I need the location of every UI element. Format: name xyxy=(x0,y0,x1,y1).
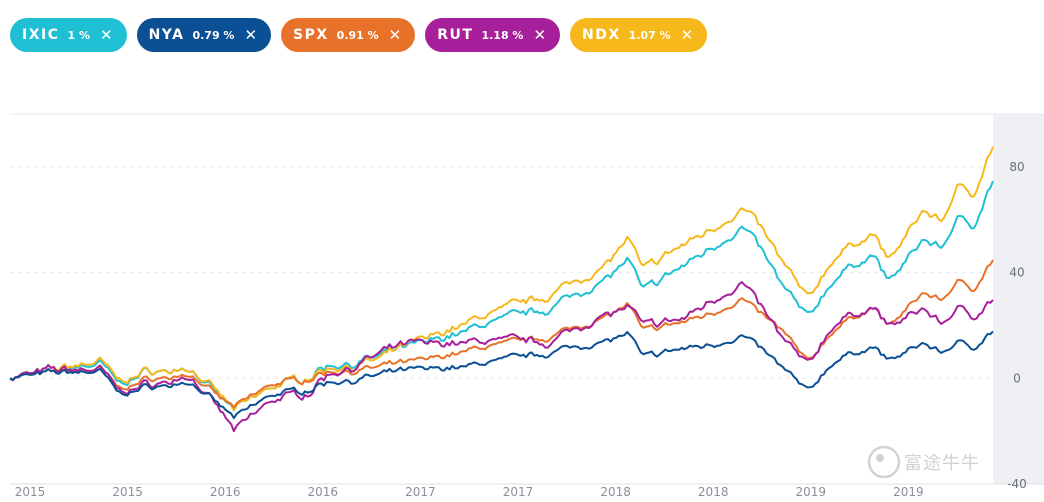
index-chip-bar: IXIC 1 % ✕ NYA 0.79 % ✕ SPX 0.91 % ✕ RUT 1.18 % ✕ ND… xyxy=(10,18,708,52)
x-tick-label: 2015 xyxy=(15,485,46,499)
chip-symbol: RUT xyxy=(437,27,474,43)
x-tick-label: 2017 xyxy=(405,485,436,499)
close-icon[interactable]: ✕ xyxy=(244,25,258,44)
watermark-logo-icon xyxy=(867,445,901,479)
x-tick-label: 2019 xyxy=(893,485,924,499)
series-line-ndx xyxy=(9,146,994,412)
x-tick-label: 2016 xyxy=(210,485,241,499)
y-tick-label: 80 xyxy=(1009,160,1024,174)
chip-symbol: SPX xyxy=(293,27,329,43)
chip-percent: 0.79 % xyxy=(192,28,235,42)
watermark: 富途牛牛 xyxy=(867,445,980,479)
x-tick-label: 2016 xyxy=(308,485,339,499)
x-axis: 2015 2015 2016 2016 2017 2017 2018 2018 2019 2019 xyxy=(15,485,924,499)
series-lines xyxy=(9,146,994,433)
chip-percent: 1.18 % xyxy=(481,28,524,42)
y-tick-label: 0 xyxy=(1013,371,1021,385)
x-tick-label: 2015 xyxy=(112,485,143,499)
series-line-rut xyxy=(9,281,994,433)
gridlines xyxy=(10,113,1044,485)
x-tick-label: 2019 xyxy=(796,485,827,499)
index-chip-ndx[interactable]: NDX 1.07 % ✕ xyxy=(570,18,708,52)
series-line-ixic xyxy=(9,180,994,412)
chip-percent: 0.91 % xyxy=(336,28,379,42)
series-line-spx xyxy=(9,259,994,409)
x-tick-label: 2018 xyxy=(600,485,631,499)
chip-symbol: NYA xyxy=(148,27,185,43)
index-chip-spx[interactable]: SPX 0.91 % ✕ xyxy=(281,18,416,52)
chip-symbol: NDX xyxy=(582,27,621,43)
x-tick-label: 2017 xyxy=(503,485,534,499)
index-chip-nya[interactable]: NYA 0.79 % ✕ xyxy=(136,18,272,52)
close-icon[interactable]: ✕ xyxy=(388,25,402,44)
chip-symbol: IXIC xyxy=(22,27,60,43)
chip-percent: 1 % xyxy=(67,28,91,42)
y-axis: 80 40 0 -40 xyxy=(1007,160,1027,491)
index-chip-ixic[interactable]: IXIC 1 % ✕ xyxy=(10,18,127,52)
close-icon[interactable]: ✕ xyxy=(533,25,547,44)
x-tick-label: 2018 xyxy=(698,485,729,499)
series-line-nya xyxy=(9,330,994,420)
close-icon[interactable]: ✕ xyxy=(100,25,113,44)
y-tick-label: -40 xyxy=(1007,477,1027,491)
y-axis-panel xyxy=(993,114,1044,484)
watermark-text: 富途牛牛 xyxy=(904,453,980,474)
y-tick-label: 40 xyxy=(1009,266,1024,280)
close-icon[interactable]: ✕ xyxy=(680,25,694,44)
index-chip-rut[interactable]: RUT 1.18 % ✕ xyxy=(425,18,561,52)
chip-percent: 1.07 % xyxy=(628,28,671,42)
